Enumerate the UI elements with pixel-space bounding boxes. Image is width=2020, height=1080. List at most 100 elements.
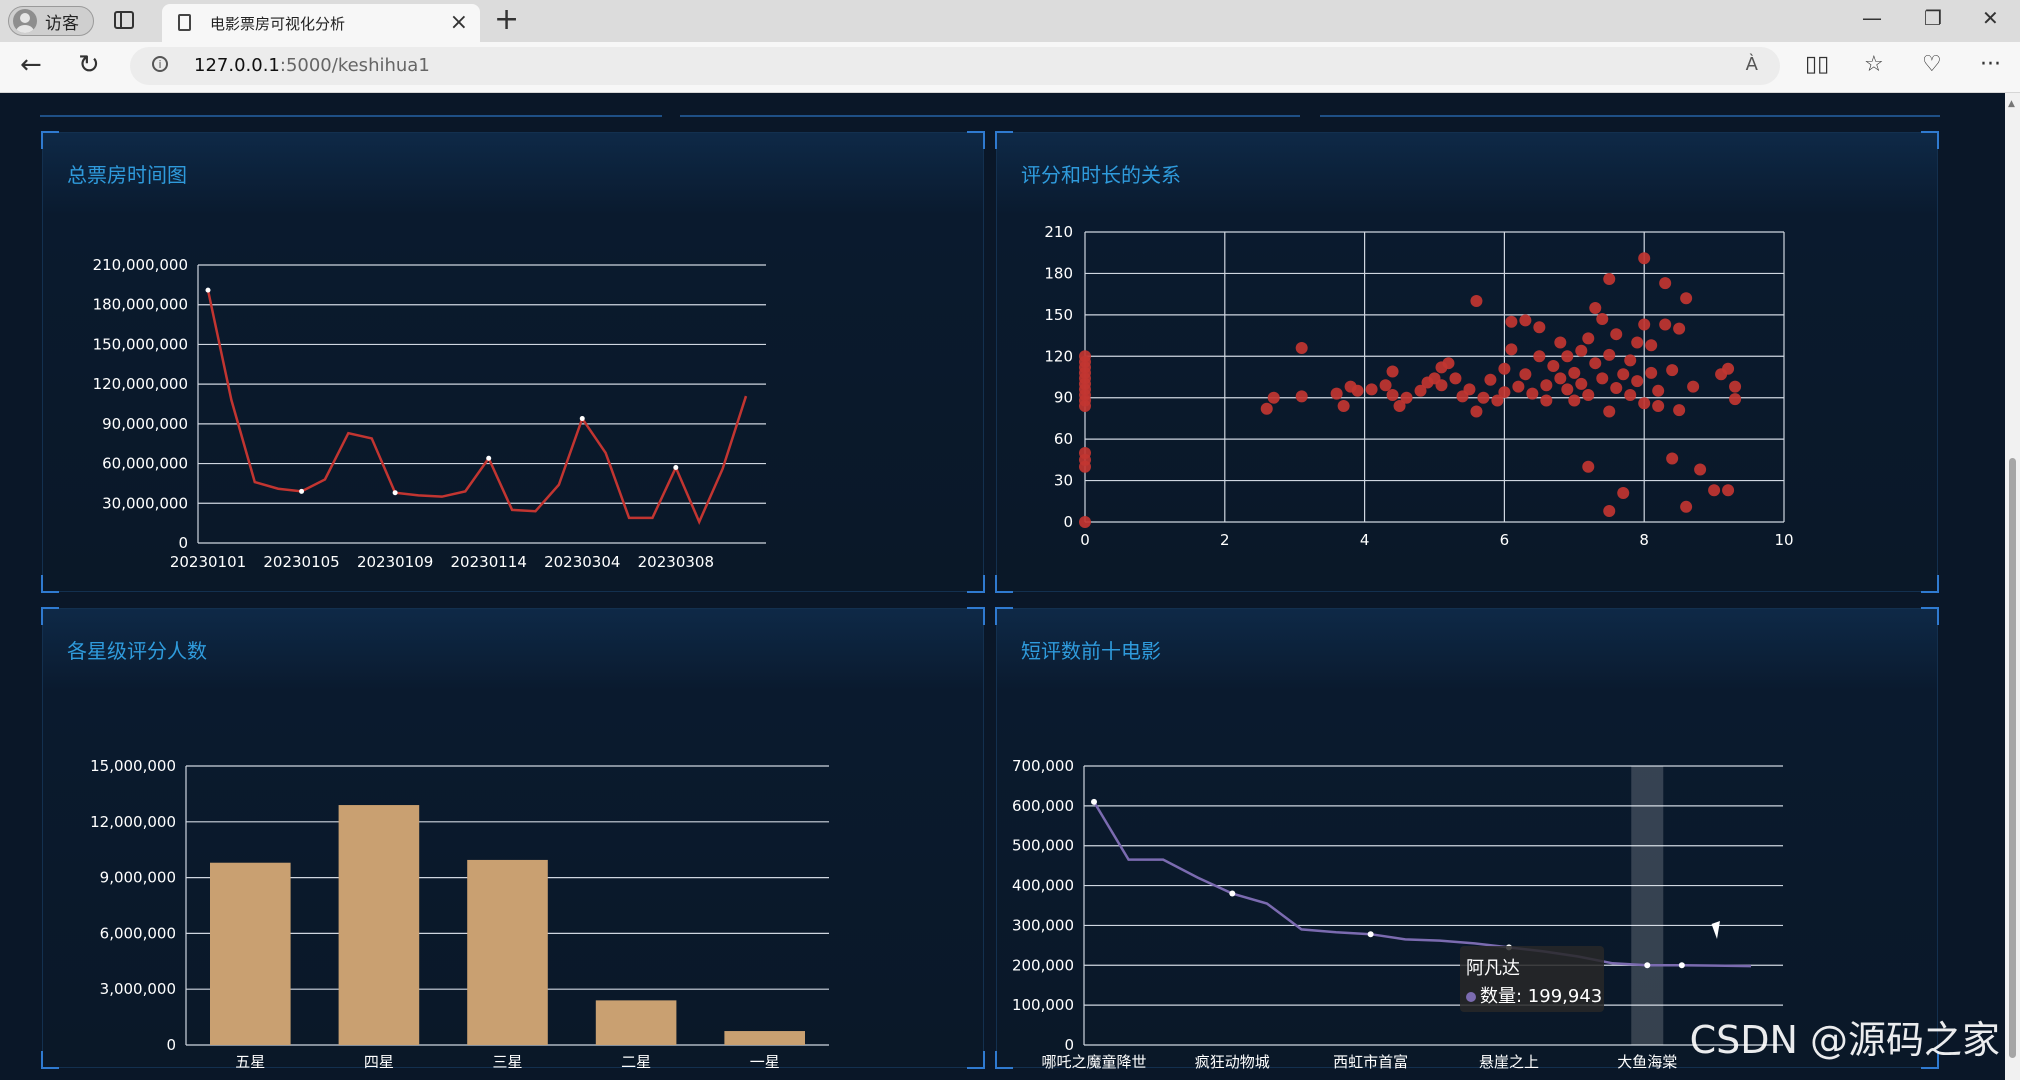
url-path: :5000/keshihua1: [279, 55, 430, 76]
scatter-point: [1533, 321, 1546, 334]
split-screen-icon[interactable]: ▯▯: [1805, 52, 1830, 77]
y-tick-label: 60,000,000: [102, 455, 188, 473]
hover-highlight-band: [1631, 766, 1664, 1045]
close-tab-button[interactable]: ×: [449, 10, 468, 35]
panel-title: 评分和时长的关系: [1021, 163, 1181, 187]
profile-label: 访客: [45, 13, 79, 34]
scatter-point: [1645, 339, 1658, 352]
y-tick-label: 90,000,000: [102, 415, 188, 433]
minimize-button[interactable]: —: [1862, 6, 1882, 30]
y-tick-label: 9,000,000: [100, 869, 176, 887]
scatter-point: [1554, 336, 1567, 349]
x-tick-label: 10: [1774, 531, 1793, 549]
y-tick-label: 6,000,000: [100, 924, 176, 942]
scatter-point: [1540, 394, 1553, 407]
scatter-point: [1631, 375, 1644, 388]
new-tab-button[interactable]: +: [494, 2, 520, 37]
data-point: [486, 455, 492, 461]
scatter-point: [1652, 384, 1665, 397]
scatter-point: [1638, 318, 1651, 331]
scatter-point: [1575, 377, 1588, 390]
scatter-point: [1610, 382, 1623, 395]
favorites-icon[interactable]: ☆: [1864, 52, 1884, 77]
scatter-point: [1687, 380, 1700, 393]
y-tick-label: 300,000: [1012, 916, 1074, 934]
data-point: [1644, 962, 1651, 969]
panel-title: 总票房时间图: [67, 163, 187, 187]
scatter-point: [1659, 318, 1672, 331]
scatter-point: [1512, 380, 1525, 393]
x-tick-label: 8: [1639, 531, 1649, 549]
box-office-line-chart: 0 30,000,000 60,000,000 90,000,000 120,000,0…: [93, 256, 766, 571]
scatter-point: [1498, 362, 1511, 375]
address-bar-row: ← ↻ i 127.0.0.1:5000/keshihua1 À ▯▯ ☆ ♡…: [0, 42, 2020, 93]
y-tick-label: 0: [1063, 513, 1073, 531]
scatter-point: [1351, 384, 1364, 397]
scatter-point: [1547, 359, 1560, 372]
tab-actions-icon[interactable]: [114, 11, 134, 29]
y-tick-label: 210: [1044, 223, 1073, 241]
bar-2: [338, 805, 420, 1045]
profile-avatar-icon: [13, 9, 37, 33]
scatter-point: [1680, 500, 1693, 513]
scatter-point: [1666, 364, 1679, 377]
scatter-point: [1449, 372, 1462, 385]
browser-tab-bar: 访客 电影票房可视化分析 × + — ❐ ✕: [0, 0, 2020, 42]
scatter-point: [1554, 372, 1567, 385]
scatter-point: [1673, 404, 1686, 417]
more-menu-button[interactable]: ···: [1980, 52, 2001, 77]
scroll-thumb[interactable]: [2009, 458, 2016, 1058]
y-tick-label: 0: [178, 534, 188, 552]
page-scrollbar[interactable]: ▲: [2005, 93, 2020, 1080]
url-field[interactable]: i 127.0.0.1:5000/keshihua1 À: [130, 47, 1780, 85]
scatter-point: [1708, 484, 1721, 497]
scatter-point: [1386, 365, 1399, 378]
close-window-button[interactable]: ✕: [1982, 6, 1999, 30]
reload-button[interactable]: ↻: [78, 50, 100, 80]
y-tick-label: 400,000: [1012, 877, 1074, 895]
x-tick-label: 2: [1220, 531, 1230, 549]
scatter-point: [1414, 384, 1427, 397]
x-tick-label: 20230101: [170, 553, 246, 571]
data-point: [299, 488, 305, 494]
browser-tab[interactable]: 电影票房可视化分析 ×: [162, 4, 480, 42]
x-tick-label: 大鱼海棠: [1617, 1053, 1677, 1069]
x-tick-label: 6: [1500, 531, 1510, 549]
data-point: [1678, 962, 1685, 969]
x-tick-label: 四星: [364, 1053, 394, 1069]
x-tick-label: 五星: [235, 1053, 265, 1069]
scatter-point: [1463, 383, 1476, 396]
y-tick-label: 210,000,000: [93, 256, 188, 274]
back-button[interactable]: ←: [20, 50, 42, 80]
scroll-up-icon[interactable]: ▲: [2008, 99, 2015, 109]
scatter-point: [1470, 405, 1483, 418]
data-point: [673, 465, 679, 471]
y-tick-label: 150,000,000: [93, 335, 188, 353]
scatter-point: [1442, 357, 1455, 370]
scatter-point: [1680, 292, 1693, 305]
x-tick-label: 20230109: [357, 553, 433, 571]
bar-5: [724, 1031, 805, 1045]
box-office-series-line: [206, 289, 748, 525]
scatter-point: [1079, 516, 1091, 528]
scatter-point: [1659, 277, 1672, 290]
score-duration-scatter: 0 30 60 90 120 150 180 210 0 2 4 6 8 10: [1044, 223, 1793, 549]
scatter-point: [1568, 366, 1581, 379]
scatter-point: [1267, 391, 1280, 404]
data-point: [1367, 931, 1374, 938]
scatter-point: [1295, 390, 1308, 403]
scatter-point: [1533, 350, 1546, 363]
profile-button[interactable]: 访客: [8, 6, 94, 36]
scatter-point: [1505, 343, 1518, 356]
browser-essentials-icon[interactable]: ♡: [1922, 52, 1942, 77]
y-tick-label: 100,000: [1012, 996, 1074, 1014]
site-info-icon[interactable]: i: [152, 56, 168, 72]
y-tick-label: 600,000: [1012, 797, 1074, 815]
x-tick-label: 悬崖之上: [1479, 1053, 1539, 1069]
restore-button[interactable]: ❐: [1924, 6, 1942, 30]
data-point: [205, 287, 211, 293]
data-point: [579, 416, 585, 422]
scatter-point: [1526, 387, 1539, 400]
read-aloud-icon[interactable]: À: [1745, 54, 1758, 75]
series-dot-icon: [1466, 992, 1476, 1002]
